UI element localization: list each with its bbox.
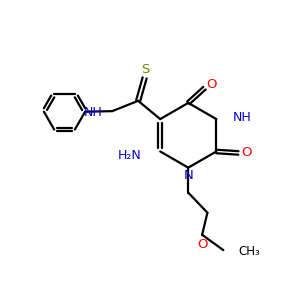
Text: NH: NH <box>84 106 103 119</box>
Text: O: O <box>241 146 252 159</box>
Text: O: O <box>197 238 208 251</box>
Text: CH₃: CH₃ <box>238 245 260 258</box>
Text: H₂N: H₂N <box>117 149 141 162</box>
Text: N: N <box>184 169 194 182</box>
Text: NH: NH <box>232 111 251 124</box>
Text: O: O <box>207 78 217 91</box>
Text: S: S <box>141 62 149 76</box>
